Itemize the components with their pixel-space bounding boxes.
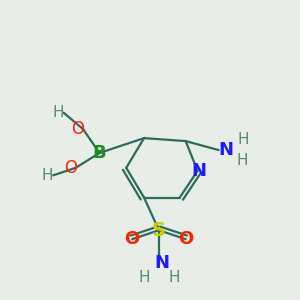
Text: H: H (138, 270, 150, 285)
Text: O: O (72, 120, 85, 138)
Text: S: S (152, 221, 166, 240)
Text: O: O (124, 230, 140, 248)
Text: H: H (238, 132, 249, 147)
Text: H: H (236, 153, 248, 168)
Text: O: O (178, 230, 193, 248)
Text: H: H (42, 168, 53, 183)
Text: H: H (52, 105, 64, 120)
Text: H: H (168, 270, 179, 285)
Text: O: O (64, 159, 77, 177)
Text: N: N (191, 162, 206, 180)
Text: B: B (93, 144, 106, 162)
Text: N: N (218, 141, 233, 159)
Text: N: N (154, 254, 169, 272)
